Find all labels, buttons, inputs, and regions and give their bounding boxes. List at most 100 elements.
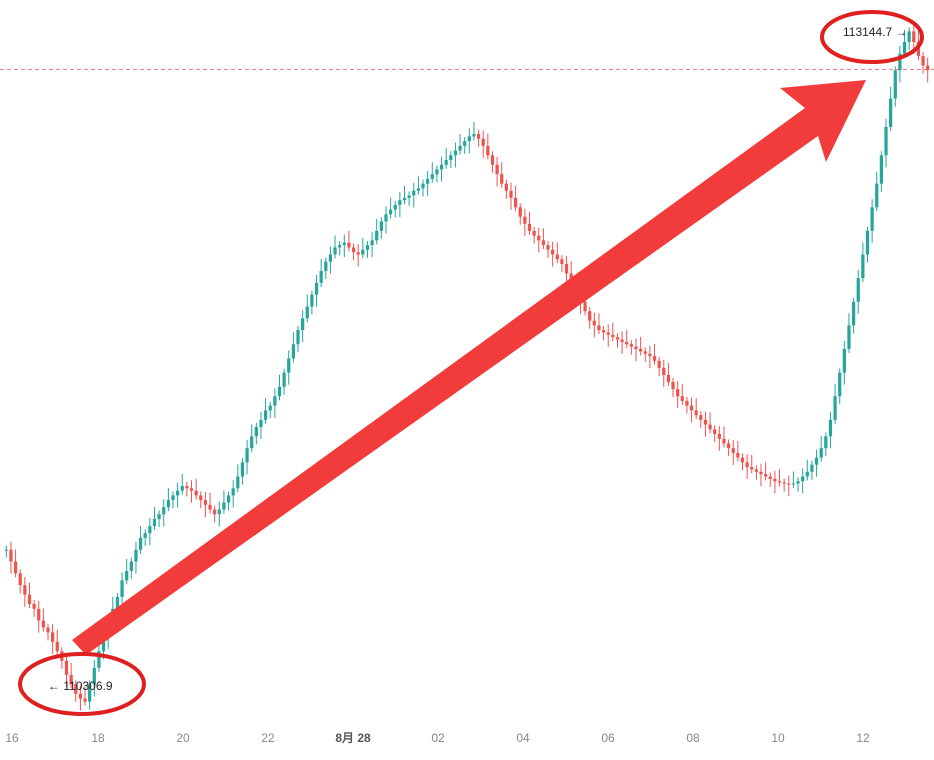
- candle-body: [597, 325, 601, 331]
- low-highlight-circle: [18, 652, 146, 716]
- candle-body: [588, 311, 592, 321]
- x-tick-label: 06: [601, 731, 615, 745]
- candle-body: [555, 254, 559, 260]
- candle-body: [180, 485, 184, 491]
- candle-body: [676, 389, 680, 397]
- candle-body: [893, 70, 897, 99]
- candle-body: [97, 651, 101, 668]
- candle-body: [467, 136, 471, 142]
- candle-body: [532, 230, 536, 236]
- candle-body: [504, 183, 508, 191]
- x-tick-label: 20: [176, 731, 190, 745]
- candle-body: [301, 318, 305, 331]
- candle-body: [639, 348, 643, 352]
- candle-body: [407, 195, 411, 198]
- candle-body: [453, 150, 458, 156]
- candle-body: [347, 242, 351, 248]
- candle-body: [166, 500, 170, 508]
- candle-body: [518, 207, 522, 217]
- candle-body: [64, 660, 69, 675]
- x-tick-label: 12: [856, 731, 870, 745]
- candle-body: [625, 341, 629, 345]
- candle-body: [912, 31, 916, 42]
- candle-body: [296, 330, 300, 345]
- candle-body: [217, 509, 221, 515]
- candle-body: [384, 214, 388, 222]
- candle-body: [74, 684, 78, 694]
- candle-body: [203, 500, 208, 505]
- candle-body: [254, 426, 258, 437]
- candle-body: [509, 190, 513, 198]
- candle-body: [379, 221, 383, 231]
- candle-body: [717, 433, 721, 439]
- candle-body: [314, 282, 319, 295]
- candle-body: [46, 627, 50, 633]
- candle-body: [680, 396, 684, 401]
- candle-body: [421, 183, 425, 189]
- candle-body: [430, 174, 434, 179]
- candle-body: [194, 490, 198, 496]
- candle-body: [611, 334, 615, 338]
- candle-body: [583, 301, 587, 312]
- candle-body: [240, 462, 245, 477]
- candle-body: [476, 134, 481, 139]
- candle-body: [921, 56, 925, 66]
- candle-body: [838, 372, 842, 397]
- candle-body: [370, 240, 374, 246]
- candle-body: [13, 561, 18, 574]
- candle-body: [833, 396, 837, 420]
- candle-body: [726, 443, 731, 449]
- candle-body: [856, 278, 860, 302]
- candle-body: [527, 223, 532, 231]
- candle-body: [722, 438, 726, 444]
- candle-body: [393, 204, 397, 210]
- candle-body: [398, 200, 402, 205]
- candle-body: [263, 410, 268, 420]
- candle-body: [55, 641, 59, 652]
- candle-body: [277, 386, 282, 397]
- candle-body: [564, 263, 569, 274]
- candle-body: [125, 570, 129, 581]
- candle-body: [513, 197, 518, 208]
- candle-body: [236, 476, 240, 489]
- candle-body: [148, 526, 152, 534]
- candle-body: [152, 519, 157, 527]
- candle-body: [764, 474, 768, 477]
- candle-body: [926, 65, 930, 71]
- candle-body: [713, 429, 717, 434]
- candle-body: [842, 348, 846, 373]
- candle-body: [523, 216, 527, 224]
- candle-body: [546, 245, 550, 250]
- candle-body: [356, 252, 360, 255]
- candle-body: [143, 533, 147, 538]
- candle-body: [101, 637, 106, 652]
- x-tick-label: 18: [91, 731, 105, 745]
- candle-body: [162, 507, 166, 515]
- candle-body: [689, 405, 694, 411]
- candle-body: [23, 585, 27, 595]
- candle-body: [27, 594, 32, 605]
- candle-body: [828, 419, 833, 437]
- candle-body: [703, 419, 708, 425]
- candle-body: [319, 271, 323, 283]
- candle-body: [365, 245, 370, 250]
- candle-body: [92, 667, 96, 685]
- candle-body: [805, 471, 809, 477]
- candle-body: [176, 490, 180, 496]
- candle-body: [324, 261, 328, 272]
- candle-body: [412, 190, 416, 196]
- candle-body: [875, 183, 879, 208]
- candle-body: [435, 169, 439, 175]
- candle-body: [83, 698, 87, 702]
- candle-body: [9, 549, 13, 562]
- candles-layer: [4, 23, 930, 711]
- candle-body: [305, 306, 309, 319]
- candle-body: [32, 604, 36, 609]
- candle-body: [120, 580, 124, 597]
- low-annotation-label: ← 110306.9: [48, 679, 113, 693]
- candle-body: [666, 374, 671, 383]
- candle-body: [648, 353, 652, 357]
- candle-body: [134, 549, 138, 562]
- candle-body: [879, 155, 884, 184]
- candle-body: [338, 245, 342, 248]
